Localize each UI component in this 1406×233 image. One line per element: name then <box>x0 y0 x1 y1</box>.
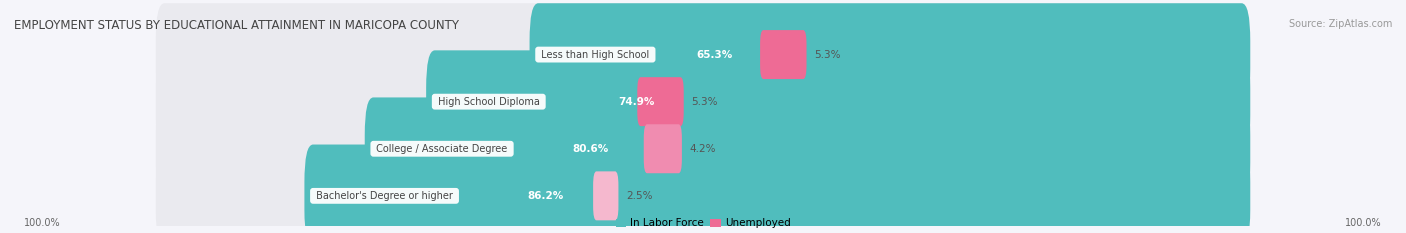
Text: 2.5%: 2.5% <box>626 191 652 201</box>
Text: 74.9%: 74.9% <box>619 97 655 107</box>
Legend: In Labor Force, Unemployed: In Labor Force, Unemployed <box>612 214 794 233</box>
FancyBboxPatch shape <box>364 97 1250 200</box>
Text: 86.2%: 86.2% <box>527 191 564 201</box>
FancyBboxPatch shape <box>156 50 1250 153</box>
Text: 5.3%: 5.3% <box>814 50 841 60</box>
FancyBboxPatch shape <box>637 77 683 126</box>
Text: 80.6%: 80.6% <box>572 144 609 154</box>
FancyBboxPatch shape <box>305 144 1250 233</box>
Text: EMPLOYMENT STATUS BY EDUCATIONAL ATTAINMENT IN MARICOPA COUNTY: EMPLOYMENT STATUS BY EDUCATIONAL ATTAINM… <box>14 19 460 32</box>
FancyBboxPatch shape <box>593 171 619 220</box>
Text: 100.0%: 100.0% <box>24 218 60 228</box>
Text: 100.0%: 100.0% <box>1346 218 1382 228</box>
Text: 4.2%: 4.2% <box>689 144 716 154</box>
FancyBboxPatch shape <box>761 30 807 79</box>
FancyBboxPatch shape <box>156 3 1250 106</box>
FancyBboxPatch shape <box>156 144 1250 233</box>
FancyBboxPatch shape <box>644 124 682 173</box>
Text: College / Associate Degree: College / Associate Degree <box>374 144 510 154</box>
Text: High School Diploma: High School Diploma <box>434 97 543 107</box>
Text: 5.3%: 5.3% <box>692 97 717 107</box>
FancyBboxPatch shape <box>426 50 1250 153</box>
Text: Less than High School: Less than High School <box>538 50 652 60</box>
Text: Source: ZipAtlas.com: Source: ZipAtlas.com <box>1288 19 1392 29</box>
FancyBboxPatch shape <box>530 3 1250 106</box>
FancyBboxPatch shape <box>156 97 1250 200</box>
Text: 65.3%: 65.3% <box>696 50 733 60</box>
Text: Bachelor's Degree or higher: Bachelor's Degree or higher <box>314 191 456 201</box>
